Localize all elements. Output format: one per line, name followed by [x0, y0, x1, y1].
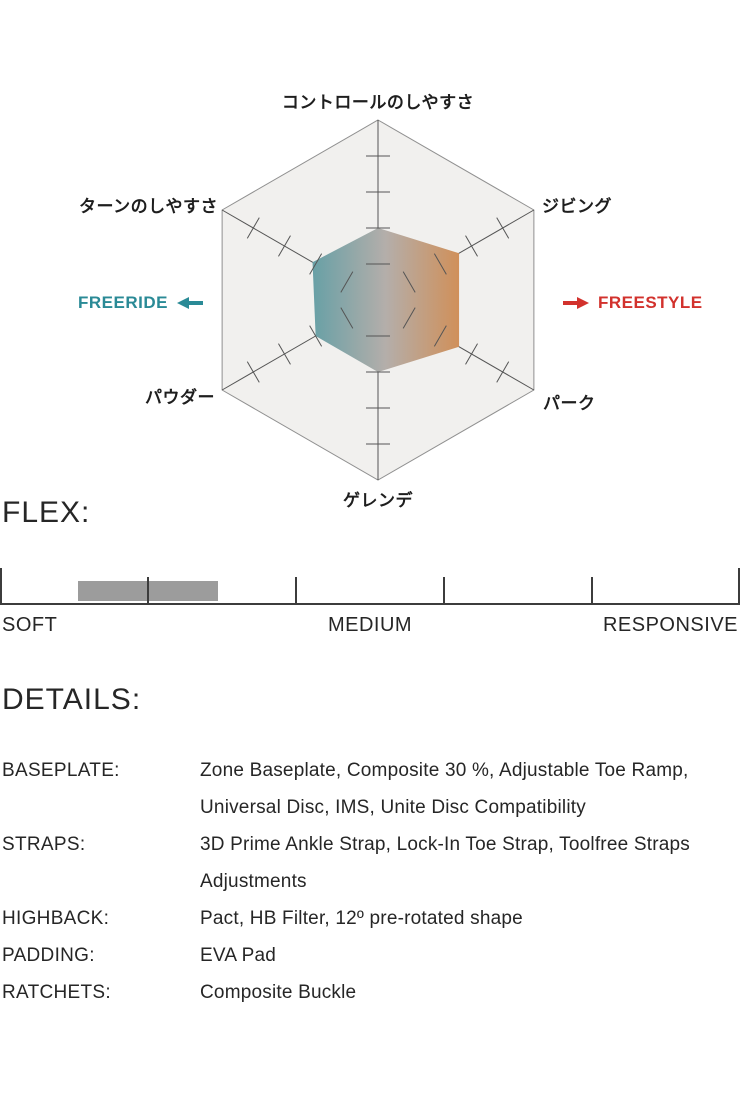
freeride-label: FREERIDE: [78, 293, 168, 312]
axis-label-control: コントロールのしやすさ: [281, 93, 475, 112]
detail-value: 3D Prime Ankle Strap, Lock-In Toe Strap,…: [200, 834, 690, 892]
arrow-right-icon: [563, 296, 589, 310]
radar-chart-section: コントロールのしやすさ ジビング パーク ゲレンデ パウダー ターンのしやすさ …: [0, 0, 740, 525]
flex-scale-labels: SOFT MEDIUM RESPONSIVE: [0, 614, 740, 644]
flex-scale-tick: [0, 568, 2, 603]
flex-scale-tick: [591, 577, 593, 603]
axis-label-jibbing: ジビング: [542, 197, 612, 216]
table-row-ratchets: RATCHETS: Composite Buckle: [2, 974, 738, 1011]
axis-label-powder: パウダー: [145, 388, 215, 407]
axis-label-groomer: ゲレンデ: [343, 491, 413, 510]
detail-label: BASEPLATE:: [2, 760, 120, 781]
table-row-highback: HIGHBACK: Pact, HB Filter, 12º pre-rotat…: [2, 900, 738, 937]
flex-scale-tick: [443, 577, 445, 603]
detail-label: RATCHETS:: [2, 982, 111, 1003]
detail-value: Zone Baseplate, Composite 30 %, Adjustab…: [200, 760, 689, 818]
freestyle-label: FREESTYLE: [598, 293, 703, 312]
flex-scale-tick: [147, 577, 149, 603]
flex-scale: [0, 568, 740, 605]
radar-chart: [221, 119, 535, 481]
arrow-left-icon: [176, 296, 203, 310]
flex-label-responsive: RESPONSIVE: [602, 614, 738, 636]
detail-value: EVA Pad: [200, 945, 277, 966]
flex-scale-tick: [738, 568, 740, 603]
table-row-baseplate: BASEPLATE: Zone Baseplate, Composite 30 …: [2, 752, 738, 826]
freeride-annotation: FREERIDE: [78, 293, 203, 313]
radar-data-polygon: [312, 228, 460, 372]
table-row-straps: STRAPS: 3D Prime Ankle Strap, Lock-In To…: [2, 826, 738, 900]
flex-section-title: FLEX:: [2, 496, 91, 529]
detail-label: HIGHBACK:: [2, 908, 110, 929]
detail-value: Pact, HB Filter, 12º pre-rotated shape: [200, 908, 523, 929]
table-row-padding: PADDING: EVA Pad: [2, 937, 738, 974]
radar-axis-ticks: [246, 155, 510, 445]
detail-value: Composite Buckle: [200, 982, 357, 1003]
flex-scale-tick: [295, 577, 297, 603]
details-table: BASEPLATE: Zone Baseplate, Composite 30 …: [2, 752, 738, 1011]
detail-label: PADDING:: [2, 945, 95, 966]
axis-label-turn: ターンのしやすさ: [79, 197, 218, 216]
freestyle-annotation: FREESTYLE: [563, 293, 703, 313]
flex-label-medium: MEDIUM: [327, 614, 413, 636]
flex-label-soft: SOFT: [2, 614, 58, 636]
axis-label-park: パーク: [543, 394, 596, 413]
details-section-title: DETAILS:: [2, 683, 142, 716]
detail-label: STRAPS:: [2, 834, 86, 855]
